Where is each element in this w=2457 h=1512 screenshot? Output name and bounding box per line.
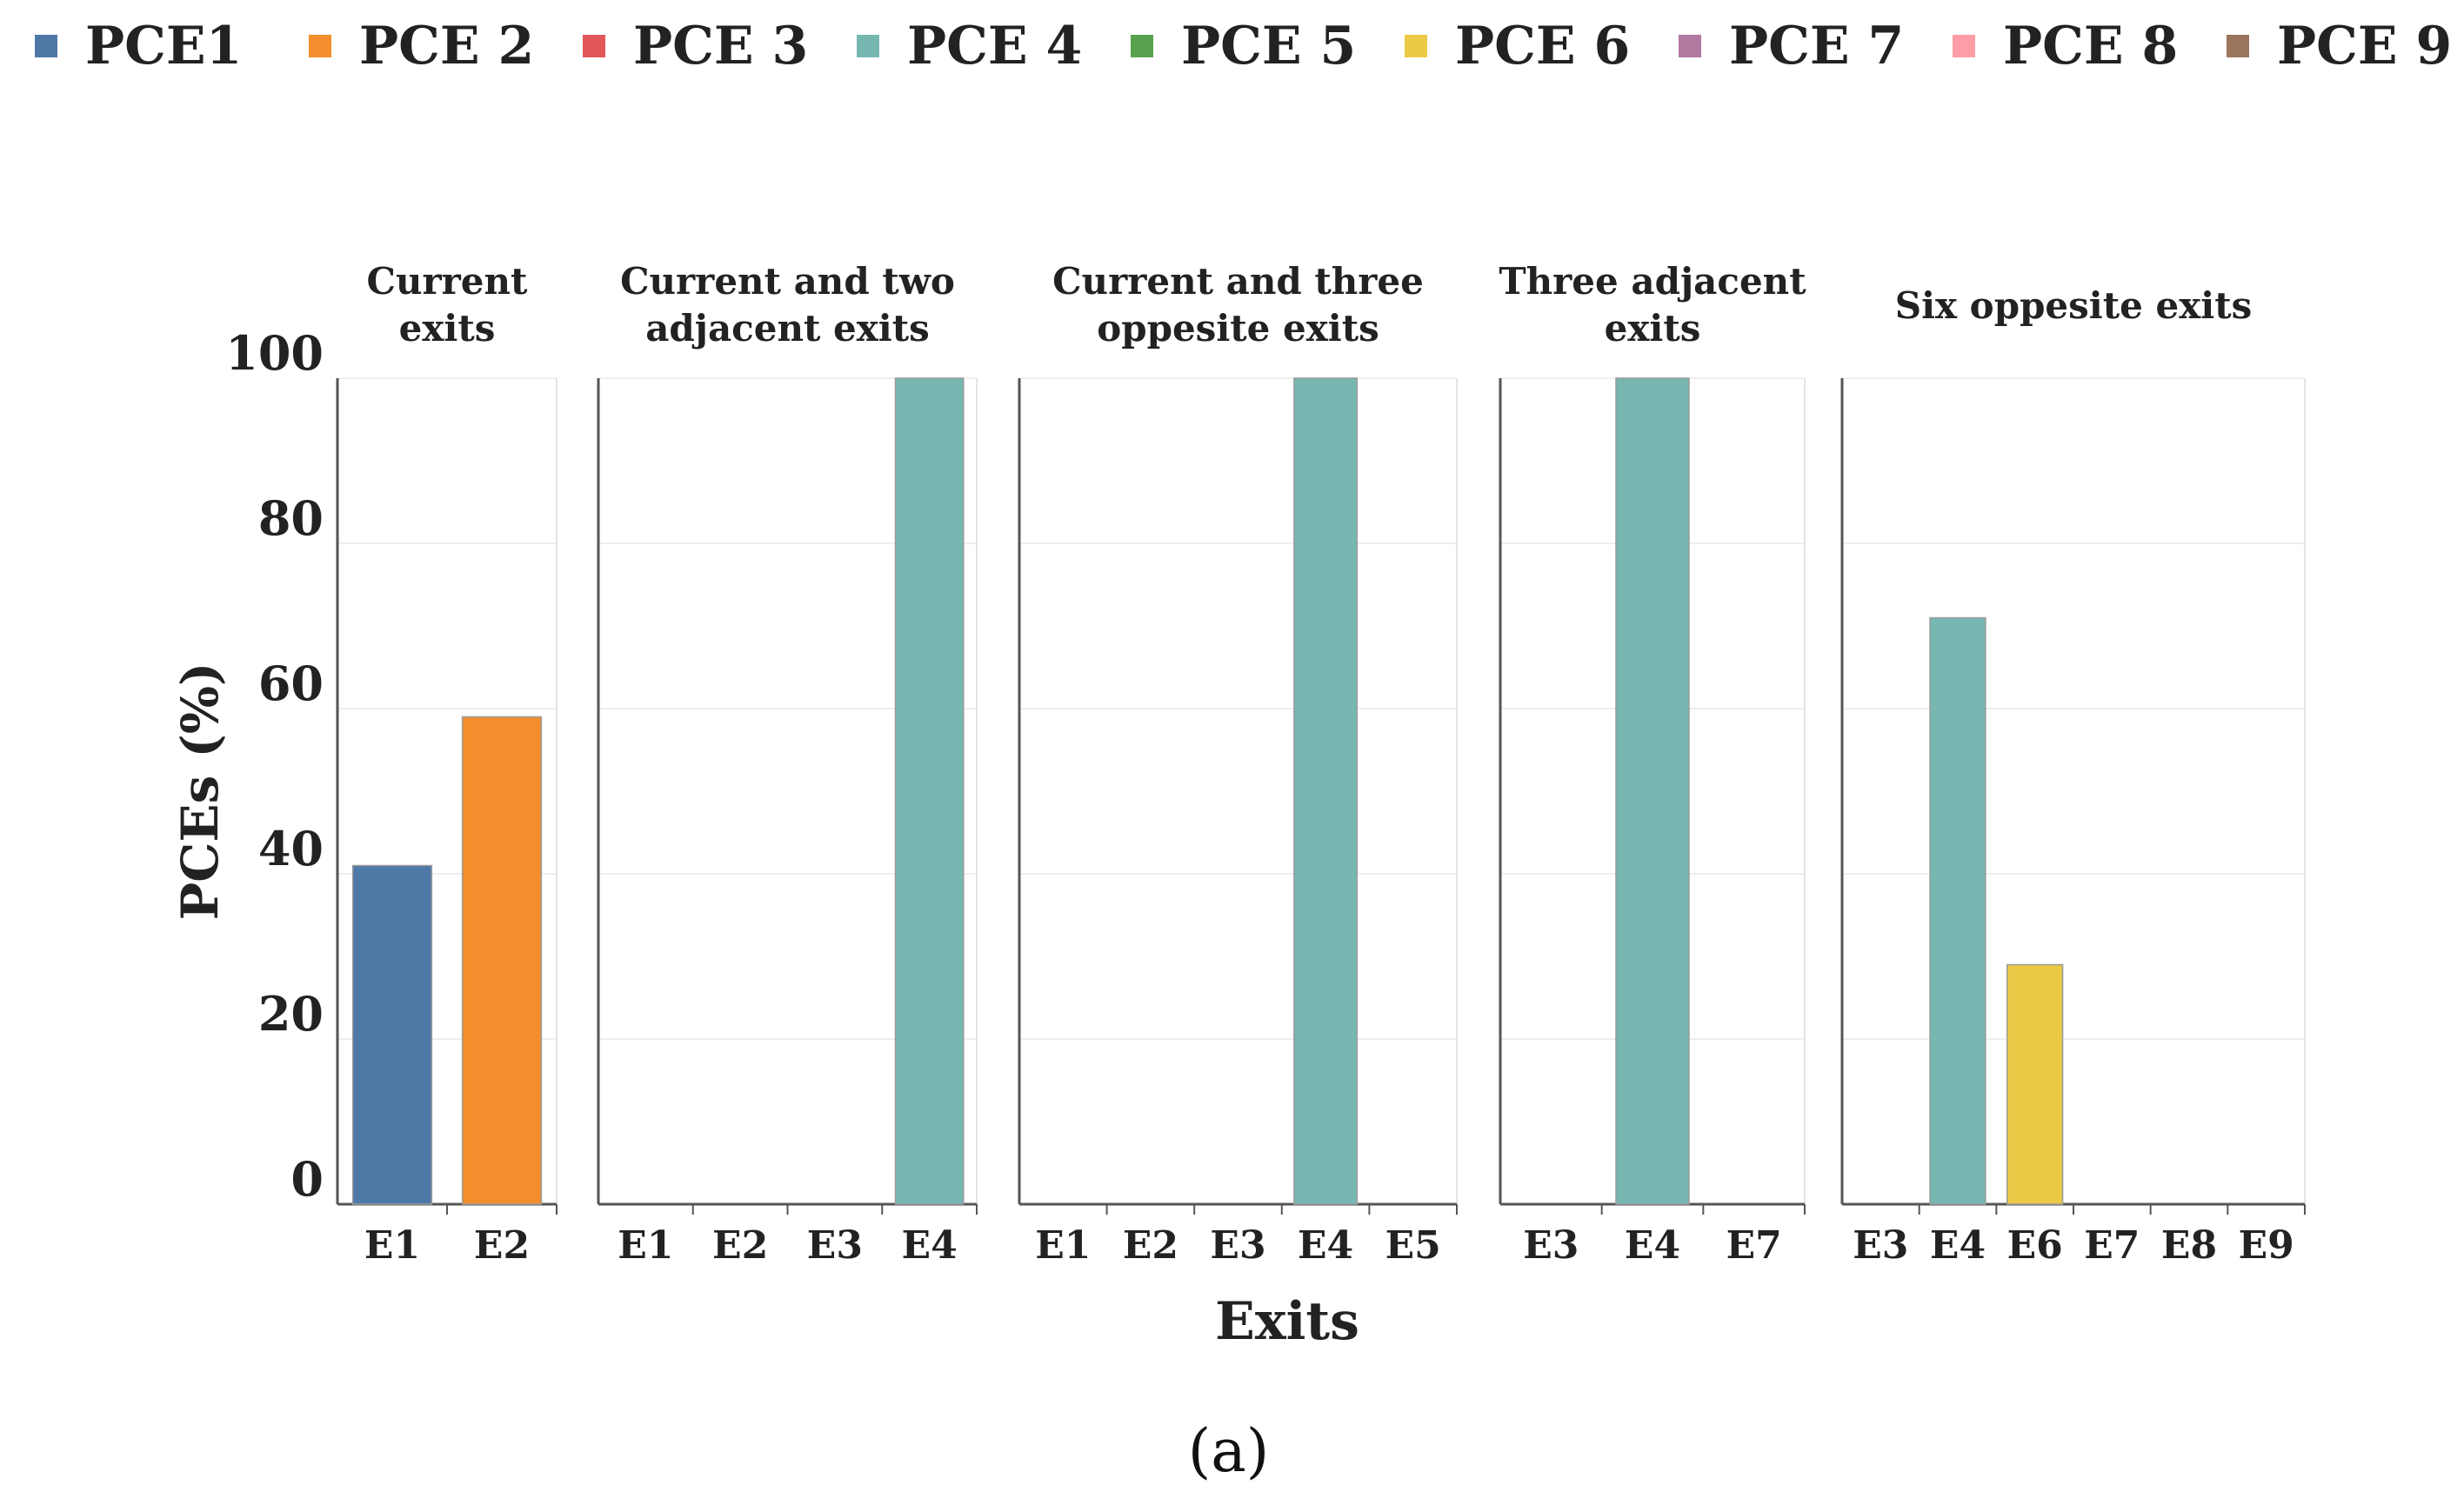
legend-label: PCE 7 [1729,16,1905,77]
bar [894,377,965,1205]
legend-label: PCE1 [85,16,243,77]
legend-swatch [1679,35,1701,57]
legend-item: PCE 8 [1953,12,2178,80]
legend-swatch [2227,35,2249,57]
x-tick-label: E2 [474,1223,530,1268]
legend-swatch [583,35,605,57]
bar [461,716,543,1205]
legend-item: PCE1 [35,12,242,80]
legend-item: PCE 5 [1131,12,1356,80]
panel-title: Three adjacent [1499,260,1806,303]
x-tick-label: E8 [2161,1223,2217,1268]
figure-caption: (a) [1187,1417,1270,1486]
y-tick-label: 100 [225,325,324,381]
bar [1929,616,1986,1205]
legend-label: PCE 5 [1181,16,1357,77]
x-tick-label: E2 [1123,1223,1178,1268]
y-tick-label: 40 [258,821,324,876]
panel-title: exits [399,307,496,350]
panel-title: Current and two [620,260,955,303]
legend-swatch [857,35,879,57]
panel-title: Six oppesite exits [1895,284,2253,327]
x-tick-label: E4 [902,1223,958,1268]
legend-item: PCE 3 [583,12,808,80]
panel-title: oppesite exits [1097,307,1379,350]
y-tick-label: 80 [258,490,324,546]
legend-label: PCE 3 [633,16,809,77]
x-tick-label: E1 [364,1223,420,1268]
x-tick-label: E3 [1523,1223,1579,1268]
legend: PCE1 PCE 2 PCE 3 PCE 4 PCE 5 PCE 6 PCE 7 PCE 8 P… [0,0,2457,96]
legend-label: PCE 2 [359,16,535,77]
y-tick-label: 60 [258,656,324,711]
legend-swatch [309,35,331,57]
x-tick-label: E6 [2007,1223,2063,1268]
bar [351,864,433,1205]
x-tick-label: E5 [1385,1223,1441,1268]
legend-label: PCE 8 [2003,16,2179,77]
legend-item: PCE 4 [857,12,1082,80]
y-tick-label: 20 [258,986,324,1042]
x-tick-label: E4 [1930,1223,1986,1268]
panel-title: adjacent exits [645,307,930,350]
legend-swatch [1953,35,1975,57]
x-tick-label: E9 [2239,1223,2294,1268]
y-axis-title: PCEs (%) [170,663,230,921]
x-tick-label: E3 [1210,1223,1265,1268]
x-tick-label: E3 [807,1223,863,1268]
legend-item: PCE 2 [309,12,534,80]
legend-swatch [35,35,57,57]
x-tick-label: E7 [1726,1223,1782,1268]
x-tick-label: E7 [2084,1223,2140,1268]
panel-title: Current and three [1052,260,1424,303]
x-tick-label: E1 [618,1223,673,1268]
legend-label: PCE 6 [1455,16,1631,77]
legend-item: PCE 6 [1405,12,1630,80]
legend-label: PCE 4 [907,16,1083,77]
legend-swatch [1131,35,1153,57]
y-tick-label: 0 [290,1151,324,1207]
bar [2006,963,2064,1205]
x-tick-label: E4 [1625,1223,1680,1268]
legend-item: PCE 7 [1679,12,1904,80]
x-axis-title: Exits [1215,1291,1359,1352]
bar [1293,377,1359,1205]
x-tick-label: E4 [1298,1223,1353,1268]
x-tick-label: E3 [1853,1223,1908,1268]
legend-label: PCE 9 [2277,16,2453,77]
bar [1615,377,1690,1205]
panel-title: Current [367,260,528,303]
panel-title: exits [1605,307,1701,350]
legend-item: PCE 9 [2227,12,2452,80]
x-tick-label: E2 [712,1223,768,1268]
legend-swatch [1405,35,1427,57]
x-tick-label: E1 [1035,1223,1091,1268]
